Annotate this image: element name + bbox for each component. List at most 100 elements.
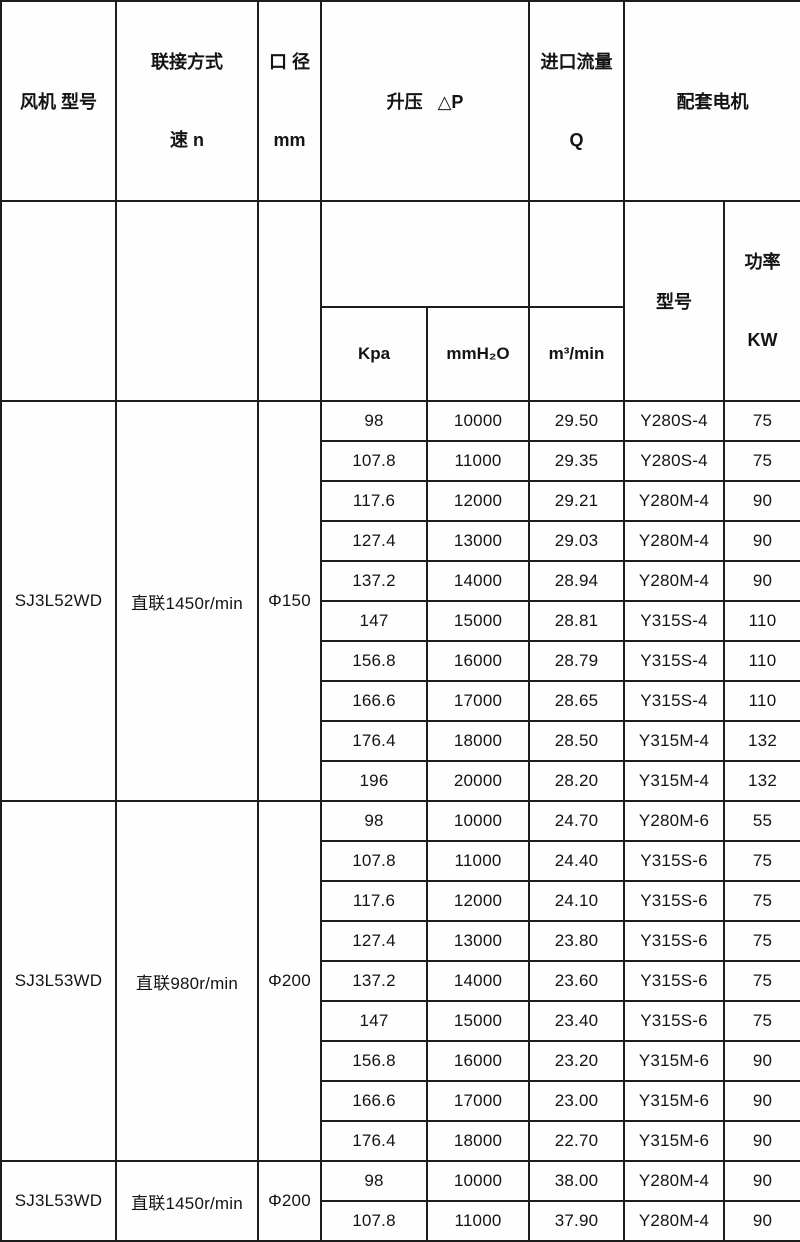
cell-power: 55 [723, 800, 800, 842]
cell-kpa: 107.8 [320, 440, 428, 482]
cell-mmh2o: 17000 [425, 680, 531, 722]
cell-motor-model: Y315S-6 [623, 960, 726, 1002]
cell-flow: 23.40 [528, 1000, 626, 1042]
cell-motor-model: Y280M-4 [623, 520, 726, 562]
cell-mmh2o: 11000 [425, 840, 531, 882]
cell-power: 75 [723, 1000, 800, 1042]
cell-flow: 24.70 [528, 800, 626, 842]
cell-mmh2o: 15000 [425, 600, 531, 642]
cell-mmh2o: 16000 [425, 1040, 531, 1082]
cell-kpa: 98 [320, 800, 428, 842]
cell-power: 75 [723, 440, 800, 482]
header-fan-model: 风机 型号 [0, 0, 117, 202]
cell-power: 90 [723, 560, 800, 602]
cell-mmh2o: 12000 [425, 880, 531, 922]
header-m3min: m³/min [528, 305, 626, 403]
header-inlet-flow-line2: Q [569, 130, 584, 150]
table-row: 156.8 16000 28.79 Y315S-4 110 [1, 640, 800, 682]
cell-motor-model: Y315S-4 [623, 640, 726, 682]
cell-kpa: 107.8 [320, 1200, 428, 1242]
cell-flow: 23.80 [528, 920, 626, 962]
cell-motor-model: Y315S-4 [623, 680, 726, 722]
cell-connection: 直联980r/min [115, 800, 259, 1162]
cell-diameter: Φ200 [257, 800, 322, 1162]
header-connection: 联接方式 速 n [115, 0, 259, 202]
cell-motor-model: Y280M-6 [623, 800, 726, 842]
header-kpa: Kpa [320, 305, 428, 403]
header-pressure: 升压 △P [319, 0, 531, 202]
cell-flow: 28.81 [528, 600, 626, 642]
cell-power: 75 [723, 840, 800, 882]
cell-mmh2o: 20000 [425, 760, 531, 802]
table-row: 176.4 18000 28.50 Y315M-4 132 [1, 720, 800, 762]
cell-flow: 23.60 [528, 960, 626, 1002]
cell-power: 90 [723, 480, 800, 522]
cell-mmh2o: 11000 [425, 440, 531, 482]
cell-kpa: 147 [320, 1000, 428, 1042]
cell-mmh2o: 18000 [425, 1120, 531, 1162]
cell-mmh2o: 11000 [425, 1200, 531, 1242]
cell-motor-model: Y315M-6 [623, 1040, 726, 1082]
header-mmh2o: mmH₂O [425, 305, 531, 403]
cell-fan-model: SJ3L52WD [0, 400, 117, 802]
cell-flow: 23.00 [528, 1080, 626, 1122]
cell-power: 90 [723, 1080, 800, 1122]
cell-flow: 37.90 [528, 1200, 626, 1242]
cell-motor-model: Y280M-4 [623, 1160, 726, 1202]
cell-power: 90 [723, 1200, 800, 1242]
header-inlet-flow: 进口流量 Q [528, 0, 626, 202]
cell-flow: 28.65 [528, 680, 626, 722]
empty-cell [257, 200, 322, 402]
empty-cell [115, 200, 259, 402]
cell-flow: 24.10 [528, 880, 626, 922]
header-connection-line1: 联接方式 [151, 52, 223, 72]
cell-kpa: 176.4 [320, 720, 428, 762]
cell-kpa: 98 [320, 400, 428, 442]
cell-motor-model: Y315S-6 [623, 840, 726, 882]
cell-power: 75 [723, 920, 800, 962]
cell-mmh2o: 10000 [425, 1160, 531, 1202]
cell-diameter: Φ150 [257, 400, 322, 802]
header-row-1: 风机 型号 联接方式 速 n 口 径 mm 升压 △P 进口流量 Q 配套电机 [0, 0, 800, 202]
header-motor: 配套电机 [623, 0, 800, 202]
cell-motor-model: Y280M-4 [623, 1200, 726, 1242]
cell-flow: 29.03 [528, 520, 626, 562]
cell-flow: 28.79 [528, 640, 626, 682]
cell-mmh2o: 10000 [425, 400, 531, 442]
cell-power: 75 [723, 880, 800, 922]
table-row: 166.6 17000 28.65 Y315S-4 110 [1, 680, 800, 722]
table-row: 107.8 11000 24.40 Y315S-6 75 [1, 840, 800, 882]
cell-power: 110 [723, 600, 800, 642]
cell-kpa: 137.2 [320, 960, 428, 1002]
empty-cell [319, 200, 531, 308]
cell-power: 75 [723, 400, 800, 442]
cell-motor-model: Y315M-4 [623, 760, 726, 802]
cell-flow: 28.50 [528, 720, 626, 762]
header-power-line2: KW [747, 330, 778, 350]
cell-motor-model: Y280S-4 [623, 440, 726, 482]
header-connection-line2: 速 n [170, 130, 204, 150]
table-row: 137.2 14000 28.94 Y280M-4 90 [1, 560, 800, 602]
cell-kpa: 117.6 [320, 880, 428, 922]
table-row: 117.6 12000 24.10 Y315S-6 75 [1, 880, 800, 922]
cell-power: 90 [723, 520, 800, 562]
cell-flow: 22.70 [528, 1120, 626, 1162]
cell-power: 90 [723, 1120, 800, 1162]
cell-flow: 38.00 [528, 1160, 626, 1202]
cell-flow: 28.94 [528, 560, 626, 602]
cell-kpa: 107.8 [320, 840, 428, 882]
cell-motor-model: Y280M-4 [623, 480, 726, 522]
cell-fan-model: SJ3L53WD [0, 1160, 117, 1242]
cell-kpa: 176.4 [320, 1120, 428, 1162]
cell-diameter: Φ200 [257, 1160, 322, 1242]
header-row-2: 型号 功率 KW [0, 200, 800, 402]
cell-kpa: 166.6 [320, 1080, 428, 1122]
header-inlet-flow-line1: 进口流量 [540, 52, 613, 72]
table-row: 117.6 12000 29.21 Y280M-4 90 [1, 480, 800, 522]
cell-power: 75 [723, 960, 800, 1002]
cell-motor-model: Y315S-4 [623, 600, 726, 642]
cell-motor-model: Y280M-4 [623, 560, 726, 602]
header-diameter-line1: 口 径 [268, 52, 310, 72]
cell-kpa: 156.8 [320, 1040, 428, 1082]
